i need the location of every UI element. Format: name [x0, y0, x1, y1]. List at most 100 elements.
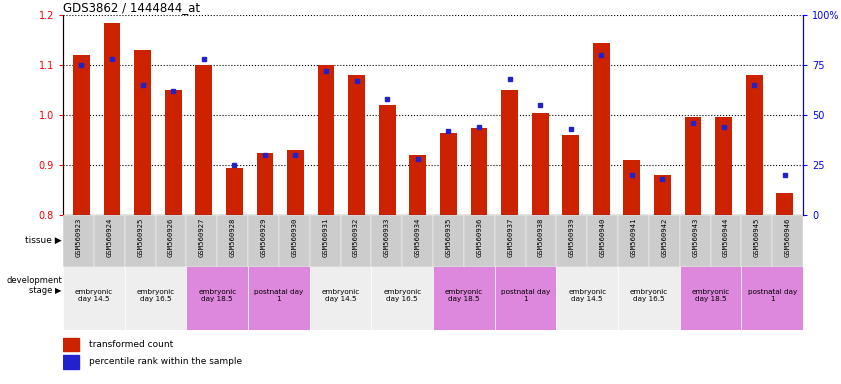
- Bar: [772, 215, 803, 267]
- Text: GSM560928: GSM560928: [230, 218, 235, 257]
- Text: GSM560927: GSM560927: [198, 218, 205, 257]
- Text: development
stage ▶: development stage ▶: [6, 276, 62, 295]
- Text: GSM560933: GSM560933: [383, 218, 390, 257]
- Text: GSM560925: GSM560925: [137, 218, 143, 257]
- Bar: [680, 215, 711, 267]
- Bar: [187, 215, 217, 267]
- Bar: [742, 215, 772, 267]
- Bar: [73, 55, 90, 215]
- Text: GSM560946: GSM560946: [785, 218, 791, 257]
- Bar: [593, 43, 610, 215]
- Bar: [587, 215, 618, 267]
- Bar: [746, 75, 763, 215]
- Bar: [63, 355, 79, 369]
- Text: GSM560924: GSM560924: [106, 218, 113, 257]
- Bar: [156, 215, 187, 267]
- Bar: [532, 113, 548, 215]
- Bar: [680, 261, 742, 330]
- Bar: [94, 215, 124, 267]
- Bar: [623, 160, 640, 215]
- Text: embryonic
day 14.5: embryonic day 14.5: [75, 289, 113, 302]
- Text: efferent ducts: efferent ducts: [150, 235, 223, 245]
- Bar: [309, 215, 341, 267]
- Text: embryonic
day 18.5: embryonic day 18.5: [691, 289, 730, 302]
- Bar: [63, 215, 94, 267]
- Text: embryonic
day 14.5: embryonic day 14.5: [321, 289, 360, 302]
- Text: GSM560943: GSM560943: [692, 218, 698, 257]
- Text: postnatal day
1: postnatal day 1: [748, 289, 797, 302]
- Bar: [63, 338, 79, 351]
- Bar: [318, 65, 335, 215]
- Text: embryonic
day 18.5: embryonic day 18.5: [198, 289, 236, 302]
- Text: GSM560941: GSM560941: [631, 218, 637, 257]
- Text: GSM560939: GSM560939: [569, 218, 575, 257]
- Bar: [495, 215, 526, 267]
- Text: epididymis: epididymis: [405, 235, 462, 245]
- Text: GSM560944: GSM560944: [723, 218, 729, 257]
- Bar: [226, 167, 243, 215]
- Bar: [557, 219, 803, 261]
- Bar: [618, 261, 680, 330]
- Text: GSM560940: GSM560940: [600, 218, 606, 257]
- Bar: [471, 127, 488, 215]
- Bar: [248, 215, 279, 267]
- Bar: [63, 261, 124, 330]
- Text: embryonic
day 16.5: embryonic day 16.5: [136, 289, 175, 302]
- Text: GSM560931: GSM560931: [322, 218, 328, 257]
- Text: tissue ▶: tissue ▶: [25, 235, 62, 245]
- Text: postnatal day
1: postnatal day 1: [501, 289, 550, 302]
- Text: GSM560932: GSM560932: [353, 218, 359, 257]
- Bar: [557, 215, 587, 267]
- Text: GSM560945: GSM560945: [754, 218, 760, 257]
- Bar: [135, 50, 151, 215]
- Text: postnatal day
1: postnatal day 1: [254, 289, 304, 302]
- Bar: [287, 150, 304, 215]
- Bar: [495, 261, 557, 330]
- Bar: [501, 90, 518, 215]
- Bar: [402, 215, 433, 267]
- Bar: [248, 261, 309, 330]
- Text: GSM560930: GSM560930: [291, 218, 298, 257]
- Text: GSM560937: GSM560937: [507, 218, 513, 257]
- Bar: [440, 133, 457, 215]
- Bar: [63, 219, 309, 261]
- Bar: [165, 90, 182, 215]
- Bar: [410, 155, 426, 215]
- Bar: [341, 215, 372, 267]
- Text: GSM560938: GSM560938: [538, 218, 544, 257]
- Bar: [654, 175, 671, 215]
- Bar: [309, 261, 372, 330]
- Text: GSM560929: GSM560929: [261, 218, 267, 257]
- Text: GSM560942: GSM560942: [661, 218, 668, 257]
- Text: percentile rank within the sample: percentile rank within the sample: [89, 357, 242, 366]
- Bar: [257, 152, 273, 215]
- Text: GSM560923: GSM560923: [76, 218, 82, 257]
- Bar: [685, 117, 701, 215]
- Bar: [372, 261, 433, 330]
- Text: vas deferens: vas deferens: [646, 235, 713, 245]
- Bar: [433, 215, 464, 267]
- Bar: [279, 215, 309, 267]
- Bar: [618, 215, 649, 267]
- Text: embryonic
day 16.5: embryonic day 16.5: [383, 289, 421, 302]
- Bar: [557, 261, 618, 330]
- Bar: [715, 117, 732, 215]
- Bar: [649, 215, 680, 267]
- Bar: [187, 261, 248, 330]
- Bar: [378, 105, 395, 215]
- Bar: [217, 215, 248, 267]
- Bar: [464, 215, 495, 267]
- Text: GDS3862 / 1444844_at: GDS3862 / 1444844_at: [63, 1, 200, 14]
- Text: transformed count: transformed count: [89, 340, 173, 349]
- Bar: [711, 215, 742, 267]
- Bar: [124, 261, 187, 330]
- Bar: [433, 261, 495, 330]
- Text: embryonic
day 16.5: embryonic day 16.5: [630, 289, 668, 302]
- Text: GSM560926: GSM560926: [168, 218, 174, 257]
- Bar: [372, 215, 402, 267]
- Bar: [195, 65, 212, 215]
- Bar: [124, 215, 156, 267]
- Bar: [348, 75, 365, 215]
- Bar: [526, 215, 557, 267]
- Bar: [563, 135, 579, 215]
